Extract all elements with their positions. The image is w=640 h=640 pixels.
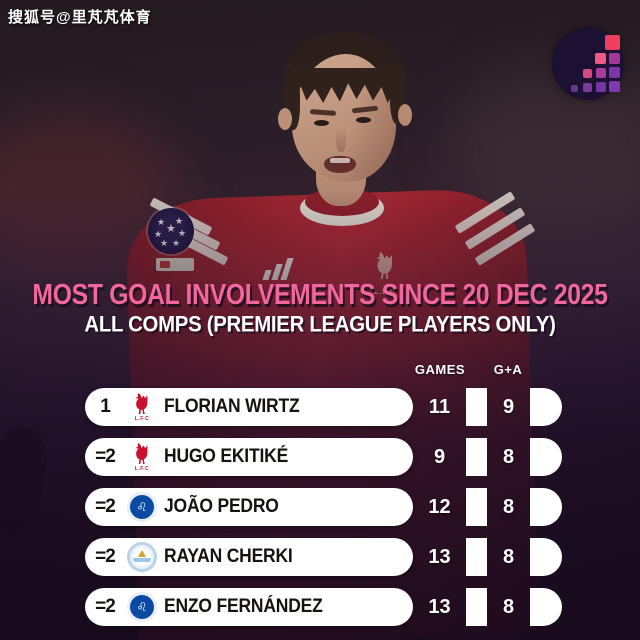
lfc-label: L.F.C <box>134 415 150 422</box>
lfc-label: L.F.C <box>134 465 150 472</box>
page-subtitle: ALL COMPS (PREMIER LEAGUE PLAYERS ONLY) <box>84 312 556 337</box>
player-pill: 1 L.F.C FLORIAN WIRTZ <box>85 388 413 426</box>
row-end-cap <box>530 388 562 426</box>
player-name-cell: JOÃO PEDRO <box>164 496 279 517</box>
separator-bar <box>466 538 487 576</box>
logo-square <box>609 67 620 78</box>
chelsea-badge-icon: ♌ <box>127 592 157 622</box>
liver-bird-icon <box>135 442 148 464</box>
logo-square <box>595 53 606 64</box>
separator-bar <box>466 388 487 426</box>
logo-square <box>583 69 592 78</box>
liver-bird-icon <box>135 392 148 414</box>
player-name-cell: FLORIAN WIRTZ <box>164 396 300 417</box>
club-badge-cell: L.F.C <box>125 440 159 474</box>
club-badge-cell <box>125 540 159 574</box>
column-header-ga: G+A <box>493 362 523 377</box>
rank-cell: =2 <box>95 446 116 467</box>
logo-square <box>571 85 578 92</box>
table-row: =2 L.F.C HUGO EKITIKÉ 9 8 <box>0 438 640 476</box>
stats-brand-logo-icon <box>552 28 624 100</box>
ga-value-cell: 8 <box>502 595 515 618</box>
column-header-games: GAMES <box>414 362 466 377</box>
separator-bar <box>466 438 487 476</box>
page-title: MOST GOAL INVOLVEMENTS SINCE 20 DEC 2025 <box>32 277 608 311</box>
player-pill: =2 ♌ JOÃO PEDRO <box>85 488 413 526</box>
separator-bar <box>466 588 487 626</box>
rank-cell: 1 <box>100 396 111 417</box>
man-city-badge-icon <box>127 542 157 572</box>
liverpool-badge-icon: L.F.C <box>132 392 152 422</box>
row-end-cap <box>530 488 562 526</box>
liverpool-badge-icon: L.F.C <box>132 442 152 472</box>
chelsea-lion-icon: ♌ <box>130 595 154 619</box>
row-end-cap <box>530 588 562 626</box>
games-value-cell: 12 <box>428 495 451 518</box>
separator-bar <box>466 488 487 526</box>
sohu-watermark: 搜狐号@里芃芃体育 <box>8 9 152 26</box>
city-sail-icon <box>138 550 146 557</box>
logo-square <box>609 53 620 64</box>
club-badge-cell: ♌ <box>125 490 159 524</box>
table-row: =2 ♌ ENZO FERNÁNDEZ 13 8 <box>0 588 640 626</box>
player-name-cell: RAYAN CHERKI <box>164 546 293 567</box>
games-value-cell: 11 <box>428 395 451 418</box>
table-row: =2 ♌ JOÃO PEDRO 12 8 <box>0 488 640 526</box>
ga-value-cell: 9 <box>502 395 515 418</box>
player-pill: =2 L.F.C HUGO EKITIKÉ <box>85 438 413 476</box>
row-end-cap <box>530 538 562 576</box>
ga-value-cell: 8 <box>502 445 515 468</box>
games-value-cell: 13 <box>428 595 451 618</box>
player-pill: =2 ♌ ENZO FERNÁNDEZ <box>85 588 413 626</box>
ga-value-cell: 8 <box>502 545 515 568</box>
rank-cell: =2 <box>95 596 116 617</box>
logo-square <box>605 35 620 50</box>
player-name-cell: ENZO FERNÁNDEZ <box>164 596 323 617</box>
logo-square <box>609 81 620 92</box>
games-value-cell: 9 <box>433 445 446 468</box>
rank-cell: =2 <box>95 496 116 517</box>
club-badge-cell: ♌ <box>125 590 159 624</box>
logo-square <box>596 68 606 78</box>
table-row: 1 L.F.C FLORIAN WIRTZ 11 9 <box>0 388 640 426</box>
player-name-cell: HUGO EKITIKÉ <box>164 446 289 467</box>
chelsea-lion-icon: ♌ <box>130 495 154 519</box>
player-pill: =2 RAYAN CHERKI <box>85 538 413 576</box>
rank-cell: =2 <box>95 546 116 567</box>
row-end-cap <box>530 438 562 476</box>
ga-value-cell: 8 <box>502 495 515 518</box>
leaderboard-table: 1 L.F.C FLORIAN WIRTZ 11 9 =2 L.F.C HUGO… <box>0 388 640 628</box>
table-row: =2 RAYAN CHERKI 13 8 <box>0 538 640 576</box>
games-value-cell: 13 <box>428 545 451 568</box>
logo-square <box>583 83 592 92</box>
chelsea-badge-icon: ♌ <box>127 492 157 522</box>
club-badge-cell: L.F.C <box>125 390 159 424</box>
logo-square <box>596 82 606 92</box>
city-river-band <box>133 558 151 562</box>
